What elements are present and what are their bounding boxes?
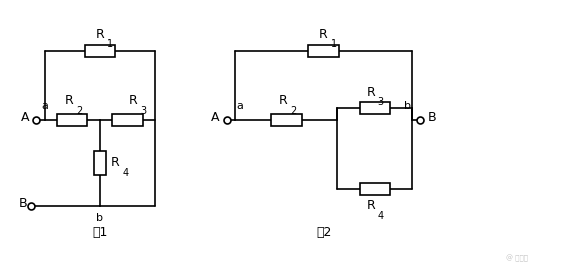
Text: 1: 1 xyxy=(331,40,336,49)
Text: 图1: 图1 xyxy=(92,226,107,239)
Text: 3: 3 xyxy=(140,106,146,116)
Text: B: B xyxy=(428,111,437,124)
FancyBboxPatch shape xyxy=(309,45,339,57)
FancyBboxPatch shape xyxy=(360,183,390,195)
Text: $\mathrm{R}$: $\mathrm{R}$ xyxy=(365,86,376,99)
Text: a: a xyxy=(41,101,48,111)
Text: b: b xyxy=(96,213,103,223)
Text: 2: 2 xyxy=(76,106,83,116)
Text: 1: 1 xyxy=(107,40,113,49)
Text: $\mathrm{R}$: $\mathrm{R}$ xyxy=(365,199,376,212)
Text: b: b xyxy=(404,101,411,111)
FancyBboxPatch shape xyxy=(57,114,88,126)
Text: A: A xyxy=(21,111,30,124)
Text: 2: 2 xyxy=(290,106,297,116)
Text: $\mathrm{R}$: $\mathrm{R}$ xyxy=(318,28,329,41)
Text: 4: 4 xyxy=(122,168,128,178)
FancyBboxPatch shape xyxy=(85,45,115,57)
Text: $\mathrm{R}$: $\mathrm{R}$ xyxy=(64,94,75,107)
Text: $\mathrm{R}$: $\mathrm{R}$ xyxy=(128,94,138,107)
Text: $\mathrm{R}$: $\mathrm{R}$ xyxy=(278,94,289,107)
Text: a: a xyxy=(236,101,243,111)
FancyBboxPatch shape xyxy=(112,114,143,126)
Text: A: A xyxy=(210,111,219,124)
FancyBboxPatch shape xyxy=(360,102,390,114)
Text: $\mathrm{R}$: $\mathrm{R}$ xyxy=(110,157,120,169)
Text: B: B xyxy=(18,196,27,210)
Text: 4: 4 xyxy=(378,211,384,221)
Text: @ 谷泰微: @ 谷泰微 xyxy=(506,255,528,262)
Text: $\mathrm{R}$: $\mathrm{R}$ xyxy=(95,28,105,41)
Text: 图2: 图2 xyxy=(316,226,331,239)
Text: 3: 3 xyxy=(378,97,384,107)
FancyBboxPatch shape xyxy=(94,151,106,175)
FancyBboxPatch shape xyxy=(271,114,302,126)
